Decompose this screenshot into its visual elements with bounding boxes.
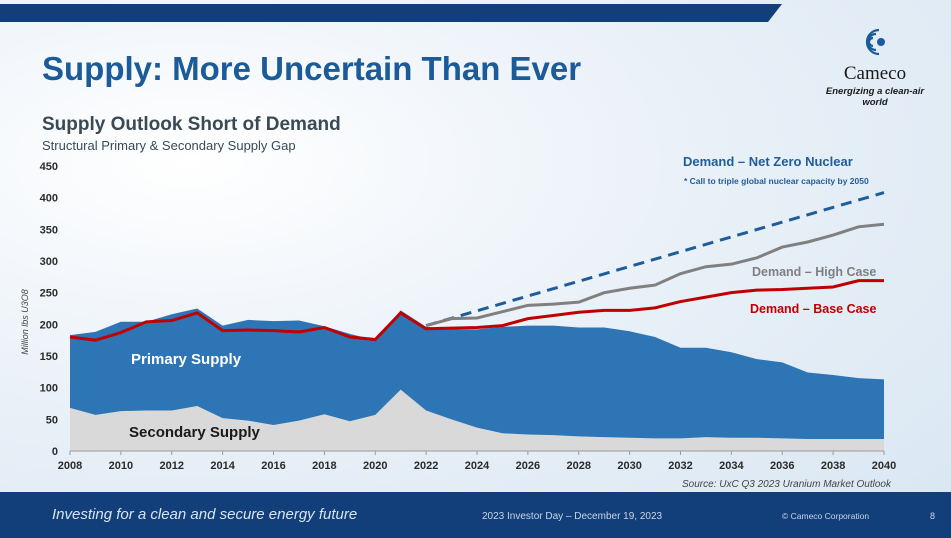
x-tick-label: 2024 [465,460,490,472]
source-note: Source: UxC Q3 2023 Uranium Market Outlo… [682,479,892,490]
net-zero-note: * Call to triple global nuclear capacity… [684,176,869,186]
y-tick-label: 50 [46,414,58,426]
x-tick-label: 2014 [210,460,235,472]
page-number: 8 [930,511,936,521]
net-zero-label: Demand – Net Zero Nuclear [683,154,853,169]
primary-supply-label: Primary Supply [131,351,242,368]
x-tick-label: 2018 [312,460,336,472]
x-tick-label: 2036 [770,460,794,472]
y-tick-label: 300 [40,256,58,268]
y-tick-label: 250 [40,288,58,300]
demand-high-case-line [425,222,885,328]
top-accent-bar [0,4,782,22]
demand-base-case-line [69,279,884,342]
y-tick-label: 150 [40,351,58,363]
y-tick-label: 400 [40,193,58,205]
x-tick-label: 2016 [261,460,285,472]
footer-copyright: © Cameco Corporation [782,511,870,521]
chart-title: Supply Outlook Short of Demand [42,114,341,135]
cameco-logo-icon [865,28,885,56]
x-tick-label: 2038 [821,460,845,472]
y-tick-label: 350 [40,224,58,236]
x-tick-label: 2012 [160,460,184,472]
high-case-label: Demand – High Case [752,265,876,279]
footer-event: 2023 Investor Day – December 19, 2023 [482,511,663,522]
page-title: Supply: More Uncertain Than Ever [42,50,582,87]
y-tick-label: 200 [40,319,58,331]
x-tick-label: 2010 [109,460,133,472]
footer-tagline: Investing for a clean and secure energy … [52,506,358,523]
x-tick-label: 2028 [567,460,591,472]
y-tick-label: 450 [40,161,58,173]
cameco-logo: Cameco Energizing a clean-air world [815,26,935,108]
x-tick-label: 2020 [363,460,387,472]
x-tick-label: 2022 [414,460,438,472]
demand-net-zero-line [425,191,885,328]
x-tick-label: 2034 [719,460,744,472]
y-tick-label: 100 [40,383,58,395]
secondary-supply-area [70,389,884,451]
x-tick-label: 2040 [872,460,896,472]
logo-name: Cameco [843,63,907,84]
logo-tagline: Energizing a clean-air world [825,86,925,108]
primary-supply-area [70,308,884,451]
y-axis-label: Million lbs U3O8 [20,289,30,355]
secondary-supply-label: Secondary Supply [129,424,261,441]
x-tick-label: 2008 [58,460,82,472]
y-tick-label: 0 [52,446,58,458]
x-tick-label: 2030 [617,460,641,472]
base-case-label: Demand – Base Case [750,302,877,316]
chart-subtitle: Structural Primary & Secondary Supply Ga… [42,138,296,153]
x-tick-label: 2032 [668,460,692,472]
footer-bar [0,492,951,538]
x-tick-label: 2026 [516,460,540,472]
